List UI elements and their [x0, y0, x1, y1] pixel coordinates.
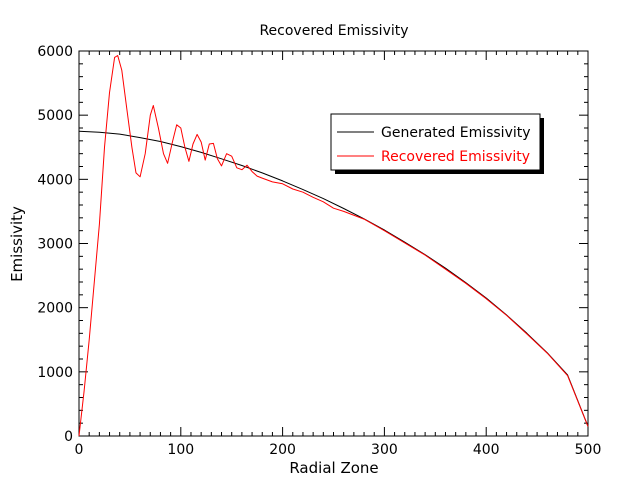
series-line-generated — [78, 130, 589, 427]
series-layer — [78, 55, 589, 437]
y-tick-label: 4000 — [37, 172, 73, 188]
x-tick-label: 500 — [575, 442, 602, 458]
x-axis-label: Radial Zone — [289, 459, 378, 477]
legend-box — [330, 113, 541, 171]
y-tick-label: 3000 — [37, 237, 73, 253]
y-tick-label: 6000 — [37, 44, 73, 60]
tick-labels: 0 100 200 300 400 500010002000300040005000600… — [37, 44, 601, 458]
y-tick-label: 1000 — [37, 365, 73, 381]
y-tick-label: 5000 — [37, 108, 73, 124]
ticks — [78, 50, 589, 437]
x-tick-label: 100 — [167, 442, 194, 458]
x-tick-label: 0 — [75, 442, 84, 458]
y-tick-label: 0 — [64, 429, 73, 445]
chart-title: Recovered Emissivity — [259, 23, 408, 39]
y-axis-label: Emissivity — [8, 206, 26, 282]
plot-frame — [78, 50, 589, 437]
x-tick-label: 400 — [473, 442, 500, 458]
x-tick-label: 200 — [269, 442, 296, 458]
series-line-recovered — [78, 55, 589, 437]
legend-label-generated: Generated Emissivity — [381, 125, 531, 141]
y-tick-label: 2000 — [37, 301, 73, 317]
x-tick-label: 300 — [371, 442, 398, 458]
legend-label-recovered: Recovered Emissivity — [381, 149, 530, 165]
legend: Generated Emissivity Recovered Emissivit… — [330, 113, 544, 174]
